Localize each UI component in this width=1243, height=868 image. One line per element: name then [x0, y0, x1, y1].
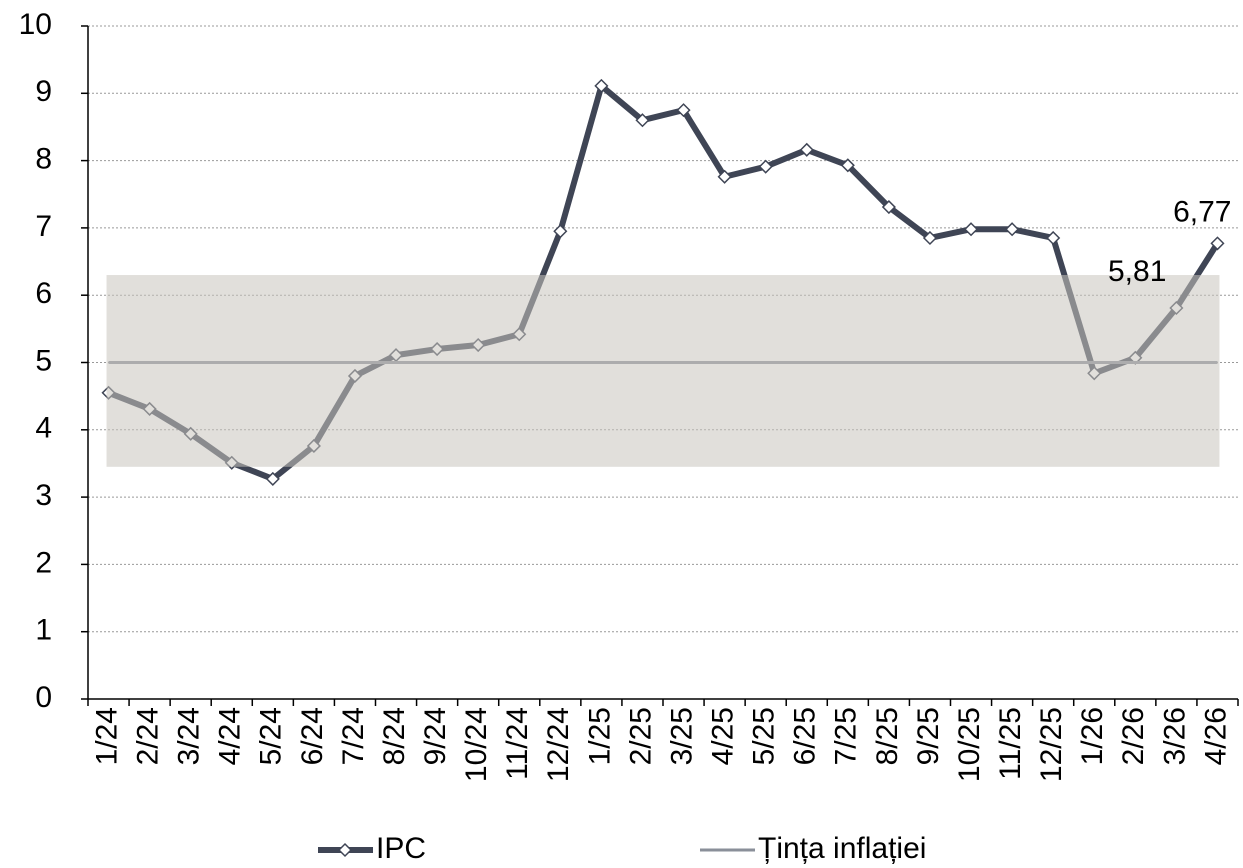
marker	[594, 78, 609, 93]
legend-marker	[337, 842, 353, 858]
x-tick-label: 7/24	[337, 707, 370, 765]
marker	[881, 199, 896, 215]
legend-label: Țința inflației	[758, 832, 926, 865]
x-tick-label: 5/24	[255, 707, 288, 765]
x-tick-label: 3/24	[173, 707, 206, 765]
marker	[963, 222, 979, 237]
x-tick-label: 1/26	[1076, 707, 1109, 765]
x-tick-label: 11/25	[994, 707, 1027, 780]
marker	[1005, 222, 1020, 237]
y-tick-label: 6	[35, 277, 52, 310]
marker	[922, 230, 938, 246]
x-tick-label: 11/24	[501, 707, 534, 780]
marker	[553, 224, 568, 239]
y-tick-label: 3	[35, 479, 52, 512]
marker	[799, 142, 814, 157]
y-tick-label: 9	[35, 75, 52, 108]
x-tick-label: 12/25	[1035, 707, 1068, 782]
marker	[717, 169, 732, 184]
x-tick-label: 4/24	[214, 707, 247, 765]
data-label: 5,81	[1108, 255, 1166, 288]
x-tick-label: 3/25	[665, 707, 698, 765]
marker	[1210, 236, 1225, 251]
marker	[265, 471, 280, 486]
x-tick-label: 2/24	[132, 707, 165, 765]
x-tick-label: 7/25	[830, 707, 863, 765]
x-tick-label: 8/25	[871, 707, 904, 765]
x-tick-label: 12/24	[542, 707, 575, 782]
x-tick-label: 2/26	[1117, 707, 1150, 765]
data-label: 6,77	[1173, 195, 1231, 228]
x-tick-label: 1/25	[583, 707, 616, 765]
legend-label: IPC	[376, 832, 426, 865]
y-tick-label: 5	[35, 344, 52, 377]
marker	[758, 159, 773, 174]
x-tick-label: 4/25	[707, 707, 740, 765]
y-tick-label: 7	[35, 210, 52, 243]
x-tick-label: 4/26	[1199, 707, 1232, 765]
y-tick-label: 0	[35, 681, 52, 714]
y-tick-label: 4	[35, 412, 52, 445]
x-tick-label: 5/25	[748, 707, 781, 765]
y-tick-label: 8	[35, 143, 52, 176]
x-tick-label: 2/25	[624, 707, 657, 765]
marker	[635, 113, 650, 128]
x-tick-label: 6/24	[296, 707, 329, 765]
y-tick-label: 2	[35, 546, 52, 579]
marker	[1046, 230, 1061, 246]
y-tick-label: 10	[19, 8, 52, 41]
marker	[840, 158, 855, 173]
y-tick-label: 1	[35, 614, 52, 647]
target-band	[106, 275, 1220, 467]
x-tick-label: 10/25	[953, 707, 986, 782]
x-tick-label: 9/24	[419, 707, 452, 765]
x-tick-label: 10/24	[460, 707, 493, 782]
x-tick-label: 3/26	[1158, 707, 1191, 765]
x-tick-label: 8/24	[378, 707, 411, 765]
x-tick-label: 1/24	[90, 707, 123, 765]
x-tick-label: 9/25	[912, 707, 945, 765]
marker	[676, 103, 691, 118]
x-tick-label: 6/25	[789, 707, 822, 765]
